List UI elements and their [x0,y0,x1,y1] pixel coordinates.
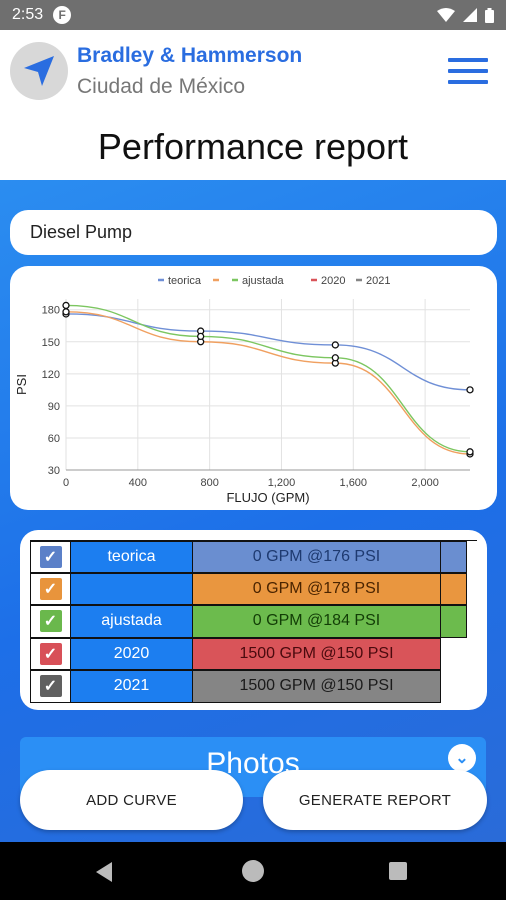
chart-card: 30 60 90 120 150 180 0 400 800 1,200 1,600 2,000 FLU… [10,266,497,510]
curve-extra-cell [441,670,467,703]
chevron-down-icon[interactable]: ⌄ [448,744,476,772]
y-tick-label: 180 [42,305,60,317]
pump-select[interactable]: Diesel Pump [10,210,497,255]
curve-name: teorica [71,541,193,573]
menu-line-icon [448,80,488,84]
y-tick-label: 120 [42,369,60,381]
home-icon[interactable] [242,860,264,882]
data-point [466,448,474,456]
curve-value: 0 GPM @184 PSI [193,605,441,638]
legend-label: ajustada [242,275,284,287]
navigation-arrow-icon [24,56,54,86]
curve-row: ✓ 2020 1500 GPM @150 PSI [30,637,477,671]
y-tick-label: 90 [48,401,60,413]
page-title: Performance report [97,126,409,167]
check-icon: ✓ [39,675,62,698]
series-line [65,311,471,455]
check-icon: ✓ [39,545,62,568]
curve-value: 1500 GPM @150 PSI [193,670,441,703]
x-tick-label: 1,200 [268,477,296,489]
curve-value: 1500 GPM @150 PSI [193,637,441,670]
curve-checkbox[interactable]: ✓ [31,541,71,573]
x-tick-label: 2,000 [411,477,439,489]
curve-name: ajustada [71,605,193,638]
y-tick-label: 60 [48,433,60,445]
x-tick-label: 1,600 [340,477,368,489]
series-line [65,313,471,391]
data-point [331,341,339,349]
menu-button[interactable] [448,58,488,84]
battery-icon [485,7,494,23]
brand-name: Bradley & Hammerson [77,44,303,67]
y-tick-label: 30 [48,465,60,477]
recent-apps-icon[interactable] [389,862,407,880]
legend-label: teorica [168,275,202,287]
status-time: 2:53 [12,6,44,23]
logo [10,42,68,100]
status-bar: 2:53 F [0,0,506,30]
y-axis-label: PSI [14,374,29,395]
curve-checkbox[interactable]: ✓ [31,572,71,605]
app-header: Bradley & Hammerson Ciudad de México Per… [0,30,506,180]
data-point [197,332,205,341]
curve-value: 0 GPM @178 PSI [193,572,441,605]
check-icon: ✓ [39,610,62,633]
curve-name: 2020 [71,637,193,670]
back-icon[interactable] [96,862,112,882]
pump-select-value: Diesel Pump [30,222,133,242]
curve-extra-cell [441,541,467,573]
app-indicator-icon: F [53,6,72,24]
menu-line-icon [448,69,488,73]
curve-name [71,572,193,605]
curve-extra-cell [441,605,467,638]
city-name: Ciudad de México [77,75,246,98]
legend-label: 2021 [366,275,390,287]
y-tick-label: 150 [42,337,60,349]
curve-checkbox[interactable]: ✓ [31,670,71,703]
curves-table: ✓ teorica 0 GPM @176 PSI ✓ 0 GPM @178 PSI ✓ aj… [30,540,477,703]
x-tick-label: 800 [200,477,218,489]
curve-extra-cell [441,572,467,605]
signal-icon [463,8,477,22]
x-tick-label: 400 [129,477,147,489]
data-point [62,308,70,316]
x-tick-label: 0 [63,477,69,489]
main-content: Diesel Pump 30 60 90 120 150 180 0 400 800 1,200 1… [0,180,506,842]
curve-row: ✓ ajustada 0 GPM @184 PSI [30,605,477,638]
curve-name: 2021 [71,670,193,703]
wifi-icon [437,8,455,22]
check-icon: ✓ [39,642,62,665]
curve-row: ✓ 0 GPM @178 PSI [30,572,477,605]
performance-chart: 30 60 90 120 150 180 0 400 800 1,200 1,600 2,000 FLU… [14,275,474,505]
legend-label: 2020 [321,275,345,287]
curve-value: 0 GPM @176 PSI [193,541,441,573]
curve-checkbox[interactable]: ✓ [31,605,71,638]
data-point [331,354,339,362]
add-curve-button[interactable]: ADD CURVE [20,770,243,830]
check-icon: ✓ [39,577,62,600]
navigation-bar [0,842,506,900]
data-point [466,386,474,394]
curve-row: ✓ teorica 0 GPM @176 PSI [30,540,477,573]
series-line [65,304,471,453]
curve-checkbox[interactable]: ✓ [31,637,71,670]
curves-table-card: ✓ teorica 0 GPM @176 PSI ✓ 0 GPM @178 PSI ✓ aj… [20,530,487,710]
curve-extra-cell [441,638,467,671]
data-point [62,301,70,310]
curve-row: ✓ 2021 1500 GPM @150 PSI [30,670,477,703]
x-axis-label: FLUJO (GPM) [226,490,309,505]
generate-report-button[interactable]: GENERATE REPORT [263,770,487,830]
menu-line-icon [448,58,488,62]
